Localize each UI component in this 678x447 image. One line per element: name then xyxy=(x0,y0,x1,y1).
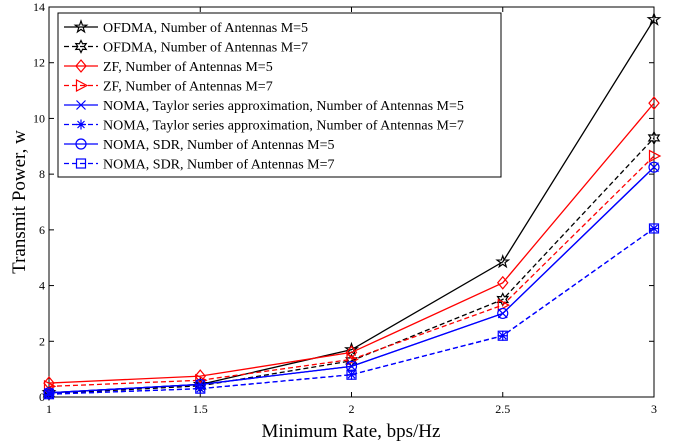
series-3 xyxy=(43,96,660,391)
legend-marker xyxy=(76,100,86,110)
x-tick-label: 2 xyxy=(349,402,355,416)
data-point xyxy=(195,383,206,394)
data-point xyxy=(648,96,660,111)
legend-entry: NOMA, SDR, Number of Antennas M=7 xyxy=(64,158,335,173)
legend-label: NOMA, SDR, Number of Antennas M=7 xyxy=(103,158,335,173)
data-point xyxy=(195,383,206,394)
series-8 xyxy=(43,223,660,400)
legend-marker xyxy=(75,79,89,92)
data-point xyxy=(44,389,54,400)
legend-marker xyxy=(75,59,87,73)
legend-label: OFDMA, Number of Antennas M=5 xyxy=(103,21,308,36)
legend-entry: NOMA, SDR, Number of Antennas M=5 xyxy=(64,138,335,153)
x-tick-label: 1.5 xyxy=(193,402,208,416)
legend-marker xyxy=(76,119,86,130)
data-point xyxy=(497,330,508,341)
data-point xyxy=(346,369,357,380)
legend-label: ZF, Number of Antennas M=7 xyxy=(103,80,273,95)
data-point xyxy=(346,369,357,380)
y-tick-label: 14 xyxy=(33,0,45,14)
data-point xyxy=(648,223,660,234)
series-layer xyxy=(41,11,662,402)
series-line xyxy=(48,102,655,384)
x-tick-label: 1 xyxy=(46,402,52,416)
legend-entry: OFDMA, Number of Antennas M=5 xyxy=(64,19,308,36)
data-point xyxy=(496,275,509,290)
legend-box xyxy=(57,12,502,178)
x-axis-label: Minimum Rate, bps/Hz xyxy=(262,421,441,442)
data-point xyxy=(497,298,511,312)
y-tick-label: 6 xyxy=(39,223,45,237)
data-point xyxy=(345,360,358,372)
y-tick-label: 4 xyxy=(39,279,45,293)
legend-marker xyxy=(73,19,89,34)
data-point xyxy=(345,345,358,360)
legend-entry: NOMA, Taylor series approximation, Numbe… xyxy=(64,119,464,134)
y-tick-label: 0 xyxy=(39,390,45,404)
x-tick-label: 3 xyxy=(651,402,657,416)
y-tick-label: 2 xyxy=(39,334,45,348)
legend-marker xyxy=(75,138,87,150)
y-tick-label: 8 xyxy=(39,167,45,181)
legend-marker xyxy=(75,158,87,169)
data-point xyxy=(648,149,662,163)
y-tick-label: 12 xyxy=(33,56,45,70)
legend-label: NOMA, Taylor series approximation, Numbe… xyxy=(103,99,464,114)
data-point xyxy=(646,11,662,26)
axis-ticks: 1 1.5 2 2.5 3 0 2 4 6 8 10 12 14 xyxy=(33,0,657,416)
legend-marker xyxy=(74,39,88,54)
legend-label: ZF, Number of Antennas M=5 xyxy=(103,60,273,75)
data-point xyxy=(495,254,511,269)
legend: OFDMA, Number of Antennas M=5 OFDMA, Numb… xyxy=(57,12,502,178)
legend-entry: ZF, Number of Antennas M=7 xyxy=(64,79,273,95)
y-tick-label: 10 xyxy=(33,111,45,125)
legend-entry: OFDMA, Number of Antennas M=7 xyxy=(64,39,308,56)
legend-entry: ZF, Number of Antennas M=5 xyxy=(64,59,273,75)
data-point xyxy=(648,161,660,173)
legend-label: OFDMA, Number of Antennas M=7 xyxy=(103,41,308,56)
series-line xyxy=(48,227,655,395)
data-point xyxy=(43,389,55,400)
data-point xyxy=(346,352,359,366)
x-tick-label: 2.5 xyxy=(495,402,510,416)
data-point xyxy=(497,307,509,320)
legend-label: NOMA, Taylor series approximation, Numbe… xyxy=(103,119,464,134)
data-point xyxy=(42,386,56,402)
data-point xyxy=(194,369,207,384)
series-line xyxy=(48,155,655,388)
legend-label: NOMA, SDR, Number of Antennas M=5 xyxy=(103,138,335,153)
series-line xyxy=(48,166,655,394)
legend-entry: NOMA, Taylor series approximation, Numbe… xyxy=(64,99,464,114)
y-axis-label: Transmit Power, w xyxy=(9,130,30,274)
data-point xyxy=(647,130,661,146)
